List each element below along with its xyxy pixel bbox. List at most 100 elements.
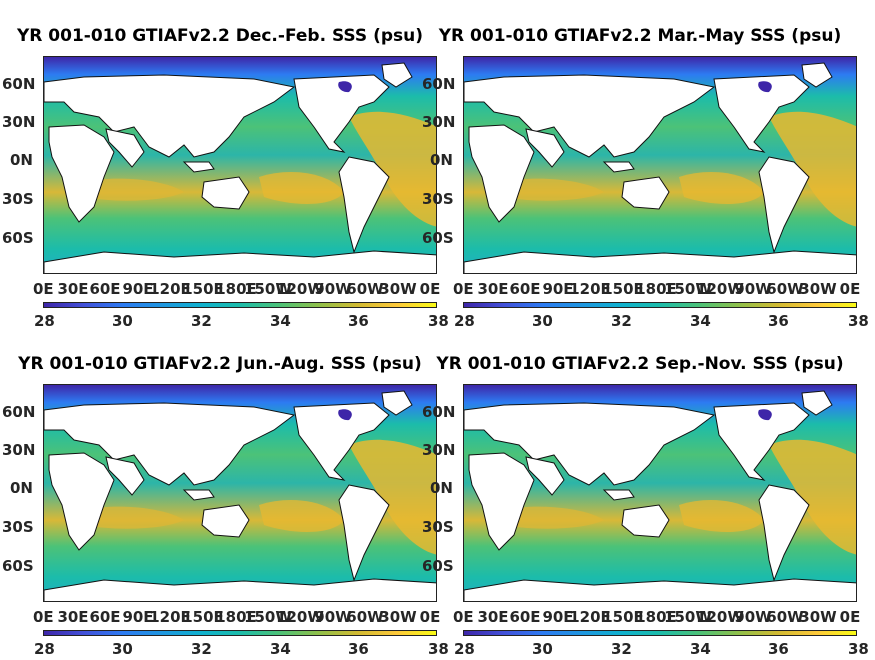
lat-label: 60N: [2, 75, 36, 93]
colorbar-tick-label: 30: [532, 312, 553, 330]
longitude-axis: 0E 30E 60E 90E 120E 150E 180E 150W 120W 90W 60W 30W…: [453, 608, 863, 628]
lat-label: 0N: [430, 151, 453, 169]
colorbar-tick-label: 34: [690, 312, 711, 330]
colorbar-tick-label: 28: [34, 312, 55, 330]
lon-label: 90E: [122, 608, 154, 626]
longitude-axis: 0E 30E 60E 90E 120E 150E 180E 150W 120W 90W 60W 30W…: [453, 280, 863, 300]
panel-title: YR 001-010 GTIAFv2.2 Mar.-May SSS (psu): [438, 26, 842, 46]
lat-label: 60N: [422, 75, 456, 93]
lat-label: 0N: [430, 479, 453, 497]
colorbar-tick-label: 36: [768, 640, 789, 658]
colorbar-tick-label: 36: [348, 312, 369, 330]
colorbar: [463, 630, 857, 636]
colorbar-tick-label: 32: [611, 640, 632, 658]
lon-label: 120W: [696, 608, 744, 626]
sss-map: [463, 56, 857, 274]
lon-label: 150E: [182, 280, 224, 298]
colorbar-tick-label: 34: [690, 640, 711, 658]
colorbar-tick-label: 36: [768, 312, 789, 330]
colorbar-tick-label: 32: [191, 312, 212, 330]
lon-label: 180E: [635, 280, 677, 298]
lon-label: 90W: [734, 608, 772, 626]
lat-label: 30S: [2, 518, 34, 536]
lat-label: 30S: [422, 190, 454, 208]
lon-label: 120E: [569, 608, 611, 626]
lon-label: 150E: [602, 608, 644, 626]
lon-label: 60E: [89, 608, 121, 626]
lat-label: 30S: [2, 190, 34, 208]
lon-label: 150W: [664, 280, 712, 298]
panel-title: YR 001-010 GTIAFv2.2 Dec.-Feb. SSS (psu): [16, 26, 423, 46]
colorbar-tick-label: 34: [270, 640, 291, 658]
lon-label: 30W: [379, 280, 417, 298]
sss-map: [43, 56, 437, 274]
lon-label: 90W: [314, 608, 352, 626]
map-panel-son: YR 001-010 GTIAFv2.2 Sep.-Nov. SSS (psu): [420, 340, 869, 660]
lat-label: 30N: [422, 113, 456, 131]
sss-map: [43, 384, 437, 602]
lon-label: 180E: [215, 280, 257, 298]
colorbar-tick-label: 28: [454, 312, 475, 330]
colorbar-tick-label: 30: [112, 312, 133, 330]
longitude-axis: 0E 30E 60E 90E 120E 150E 180E 150W 120W 90W 60W 30W…: [33, 608, 443, 628]
lon-label: 90E: [542, 280, 574, 298]
lon-label: 60E: [509, 280, 541, 298]
lon-label: 90W: [314, 280, 352, 298]
lon-label: 30W: [799, 608, 837, 626]
colorbar-tick-label: 36: [348, 640, 369, 658]
lon-label: 150E: [602, 280, 644, 298]
lon-label: 0E: [839, 608, 861, 626]
panel-title: YR 001-010 GTIAFv2.2 Sep.-Nov. SSS (psu): [436, 354, 844, 374]
lat-label: 60S: [2, 229, 34, 247]
lat-label: 0N: [10, 479, 33, 497]
lon-label: 60W: [346, 608, 384, 626]
lon-label: 120W: [276, 608, 324, 626]
lat-label: 30S: [422, 518, 454, 536]
lon-label: 0E: [33, 608, 54, 626]
lat-label: 60N: [422, 403, 456, 421]
lon-label: 150E: [182, 608, 224, 626]
lon-label: 60W: [766, 608, 804, 626]
lat-label: 0N: [10, 151, 33, 169]
lon-label: 0E: [419, 608, 441, 626]
colorbar-tick-label: 32: [191, 640, 212, 658]
lon-label: 60W: [346, 280, 384, 298]
lat-label: 60N: [2, 403, 36, 421]
colorbar-tick-label: 34: [270, 312, 291, 330]
lon-label: 120E: [149, 608, 191, 626]
lon-label: 30E: [57, 280, 89, 298]
lon-label: 180E: [635, 608, 677, 626]
colorbar: [43, 630, 437, 636]
lon-label: 120W: [696, 280, 744, 298]
lon-label: 150W: [664, 608, 712, 626]
lat-label: 60S: [422, 229, 454, 247]
lon-label: 90E: [542, 608, 574, 626]
lon-label: 120E: [149, 280, 191, 298]
lon-label: 90W: [734, 280, 772, 298]
lat-label: 30N: [2, 441, 36, 459]
colorbar-tick-label: 28: [34, 640, 55, 658]
panel-title: YR 001-010 GTIAFv2.2 Jun.-Aug. SSS (psu): [18, 354, 422, 374]
colorbar: [463, 302, 857, 308]
colorbar-tick-label: 38: [428, 312, 449, 330]
colorbar-tick-label: 28: [454, 640, 475, 658]
map-panel-mam: YR 001-010 GTIAFv2.2 Mar.-May SSS (psu): [420, 12, 869, 332]
lon-label: 60E: [89, 280, 121, 298]
lon-label: 90E: [122, 280, 154, 298]
colorbar-tick-label: 30: [112, 640, 133, 658]
map-canvas: [464, 57, 856, 273]
sss-map: [463, 384, 857, 602]
colorbar: [43, 302, 437, 308]
lon-label: 0E: [453, 280, 474, 298]
lat-label: 60S: [422, 557, 454, 575]
map-canvas: [44, 385, 436, 601]
lon-label: 30E: [477, 608, 509, 626]
lon-label: 0E: [419, 280, 441, 298]
lat-label: 60S: [2, 557, 34, 575]
map-canvas: [44, 57, 436, 273]
lat-label: 30N: [2, 113, 36, 131]
lon-label: 180E: [215, 608, 257, 626]
colorbar-tick-label: 38: [428, 640, 449, 658]
lon-label: 30E: [57, 608, 89, 626]
lon-label: 0E: [33, 280, 54, 298]
